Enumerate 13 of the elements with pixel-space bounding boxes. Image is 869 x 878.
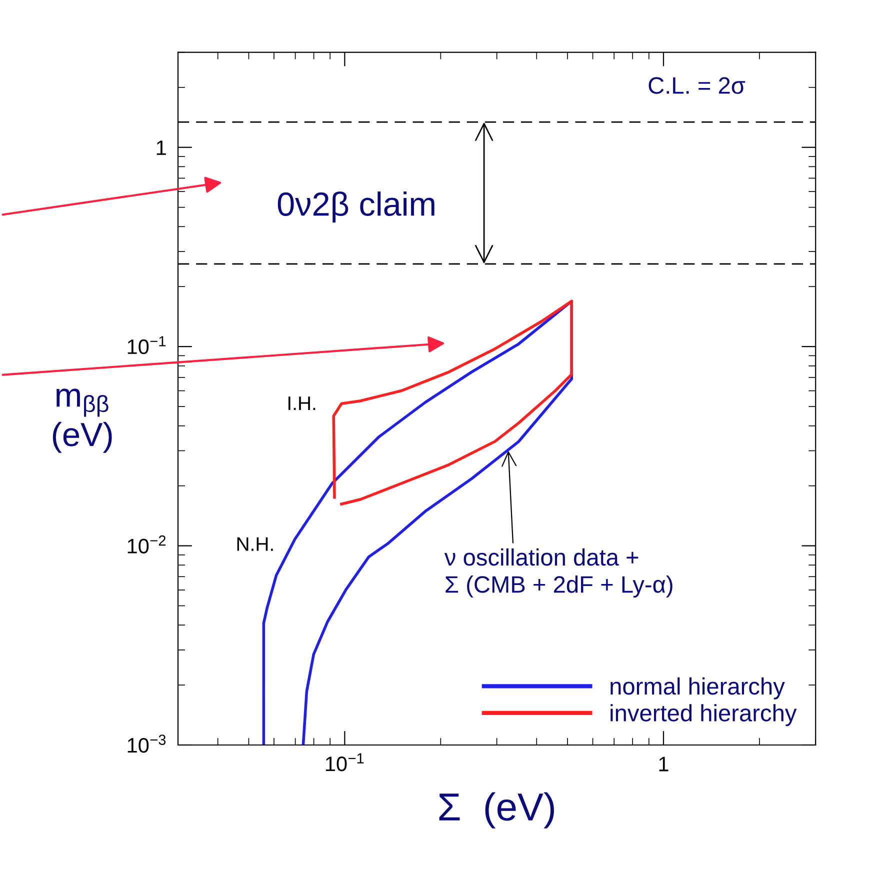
annotation: N.H. <box>237 537 273 551</box>
y-tick-label: 1 <box>156 140 166 155</box>
annotation: C.L. = 2σ <box>648 77 746 94</box>
legend-label: normal hierarchy <box>610 677 785 700</box>
y-tick-label: 10$^{−3}$ <box>128 734 166 753</box>
annotation: 0ν2β claim <box>278 191 434 223</box>
annotation: I.H. <box>288 396 316 410</box>
annotation: ν oscillation data + Σ (CMB + 2dF + Ly-α) <box>444 548 672 598</box>
x-axis-title: Σ (eV) <box>439 792 554 828</box>
y-tick-label: 10$^{−2}$ <box>128 535 166 554</box>
y-tick-label: 10$^{−1}$ <box>128 336 166 354</box>
legend-label: inverted hierarchy <box>610 704 797 726</box>
y-axis-title: m$_{ββ}$ (eV) <box>52 388 112 453</box>
